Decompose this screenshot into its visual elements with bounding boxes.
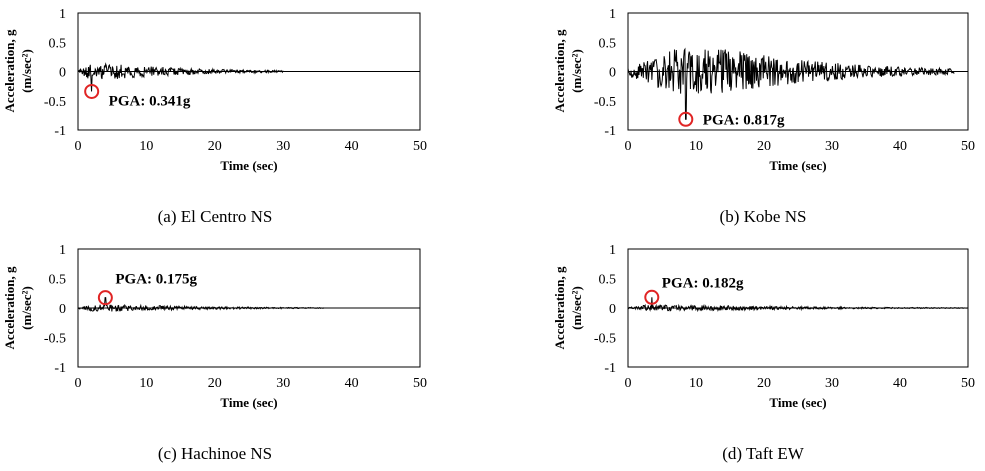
pga-marker <box>97 290 113 306</box>
x-axis-label: Time (sec) <box>220 395 277 410</box>
y-tick-label: -0.5 <box>44 332 66 347</box>
x-tick-label: 40 <box>345 139 359 154</box>
pga-marker <box>678 111 694 127</box>
x-tick-label: 30 <box>276 376 290 391</box>
y-tick-label: -0.5 <box>594 95 616 110</box>
chart-panel: 0 10 20 30 40 50 1 0.5 0 -0.5 -1 Time (sec) Accelera… <box>2 243 427 463</box>
x-tick-label: 0 <box>625 376 632 391</box>
y-tick-label: -1 <box>604 124 616 139</box>
x-tick-label: 40 <box>345 376 359 391</box>
y-tick-label: -0.5 <box>44 95 66 110</box>
y-tick-label: 0.5 <box>49 273 67 288</box>
chart-caption: (b) Kobe NS <box>720 207 807 226</box>
acceleration-series <box>77 297 325 312</box>
y-axis-label: Acceleration, g <box>552 266 567 350</box>
x-tick-label: 10 <box>139 139 153 154</box>
x-axis-label: Time (sec) <box>769 158 826 173</box>
x-tick-label: 30 <box>825 376 839 391</box>
x-tick-label: 20 <box>757 139 771 154</box>
chart-panel: 0 10 20 30 40 50 1 0.5 0 -0.5 -1 Time (sec) Accelera… <box>552 243 975 463</box>
pga-label: PGA: 0.817g <box>703 112 785 128</box>
x-tick-label: 20 <box>208 376 222 391</box>
chart-panel: 0 10 20 30 40 50 1 0.5 0 -0.5 -1 Time (sec) Accelera… <box>2 7 427 226</box>
y-axis-label: Acceleration, g <box>2 266 17 350</box>
y-tick-label: 1 <box>609 243 616 258</box>
acceleration-series <box>627 47 955 120</box>
chart-caption: (a) El Centro NS <box>158 207 273 226</box>
y-axis-label: Acceleration, g <box>2 29 17 113</box>
x-tick-label: 40 <box>893 376 907 391</box>
y-tick-label: 1 <box>609 7 616 22</box>
y-axis-unit: (m/sec²) <box>569 286 584 330</box>
x-tick-label: 0 <box>625 139 632 154</box>
acceleration-series <box>77 62 284 92</box>
x-tick-label: 50 <box>413 376 427 391</box>
y-tick-label: 0 <box>609 302 616 317</box>
pga-marker <box>84 83 100 99</box>
y-tick-label: 0.5 <box>599 36 617 51</box>
x-tick-label: 0 <box>75 139 82 154</box>
y-tick-label: 0 <box>59 302 66 317</box>
x-tick-label: 20 <box>757 376 771 391</box>
acceleration-series <box>627 297 968 313</box>
pga-label: PGA: 0.341g <box>109 93 191 109</box>
y-tick-label: 1 <box>59 243 66 258</box>
x-tick-label: 30 <box>825 139 839 154</box>
y-tick-label: -1 <box>54 124 66 139</box>
y-tick-label: 0.5 <box>49 36 67 51</box>
pga-label: PGA: 0.175g <box>115 272 197 288</box>
y-tick-label: 0.5 <box>599 273 617 288</box>
x-tick-label: 10 <box>139 376 153 391</box>
pga-label: PGA: 0.182g <box>662 275 744 291</box>
y-tick-label: 0 <box>59 66 66 81</box>
x-tick-label: 50 <box>961 139 975 154</box>
x-tick-label: 40 <box>893 139 907 154</box>
y-tick-label: 1 <box>59 7 66 22</box>
y-axis-label: Acceleration, g <box>552 29 567 113</box>
x-tick-label: 20 <box>208 139 222 154</box>
chart-panel: 0 10 20 30 40 50 1 0.5 0 -0.5 -1 Time (sec) Accelera… <box>552 7 975 226</box>
chart-caption: (c) Hachinoe NS <box>158 444 272 463</box>
y-tick-label: -1 <box>604 361 616 376</box>
x-tick-label: 50 <box>961 376 975 391</box>
y-axis-unit: (m/sec²) <box>19 49 34 93</box>
y-tick-label: -1 <box>54 361 66 376</box>
x-tick-label: 0 <box>75 376 82 391</box>
x-tick-label: 10 <box>689 376 703 391</box>
pga-marker <box>644 289 660 305</box>
x-tick-label: 10 <box>689 139 703 154</box>
chart-caption: (d) Taft EW <box>722 444 805 463</box>
y-axis-unit: (m/sec²) <box>569 49 584 93</box>
x-axis-label: Time (sec) <box>220 158 277 173</box>
x-tick-label: 50 <box>413 139 427 154</box>
x-tick-label: 30 <box>276 139 290 154</box>
y-tick-label: -0.5 <box>594 332 616 347</box>
y-tick-label: 0 <box>609 66 616 81</box>
y-axis-unit: (m/sec²) <box>19 286 34 330</box>
x-axis-label: Time (sec) <box>769 395 826 410</box>
